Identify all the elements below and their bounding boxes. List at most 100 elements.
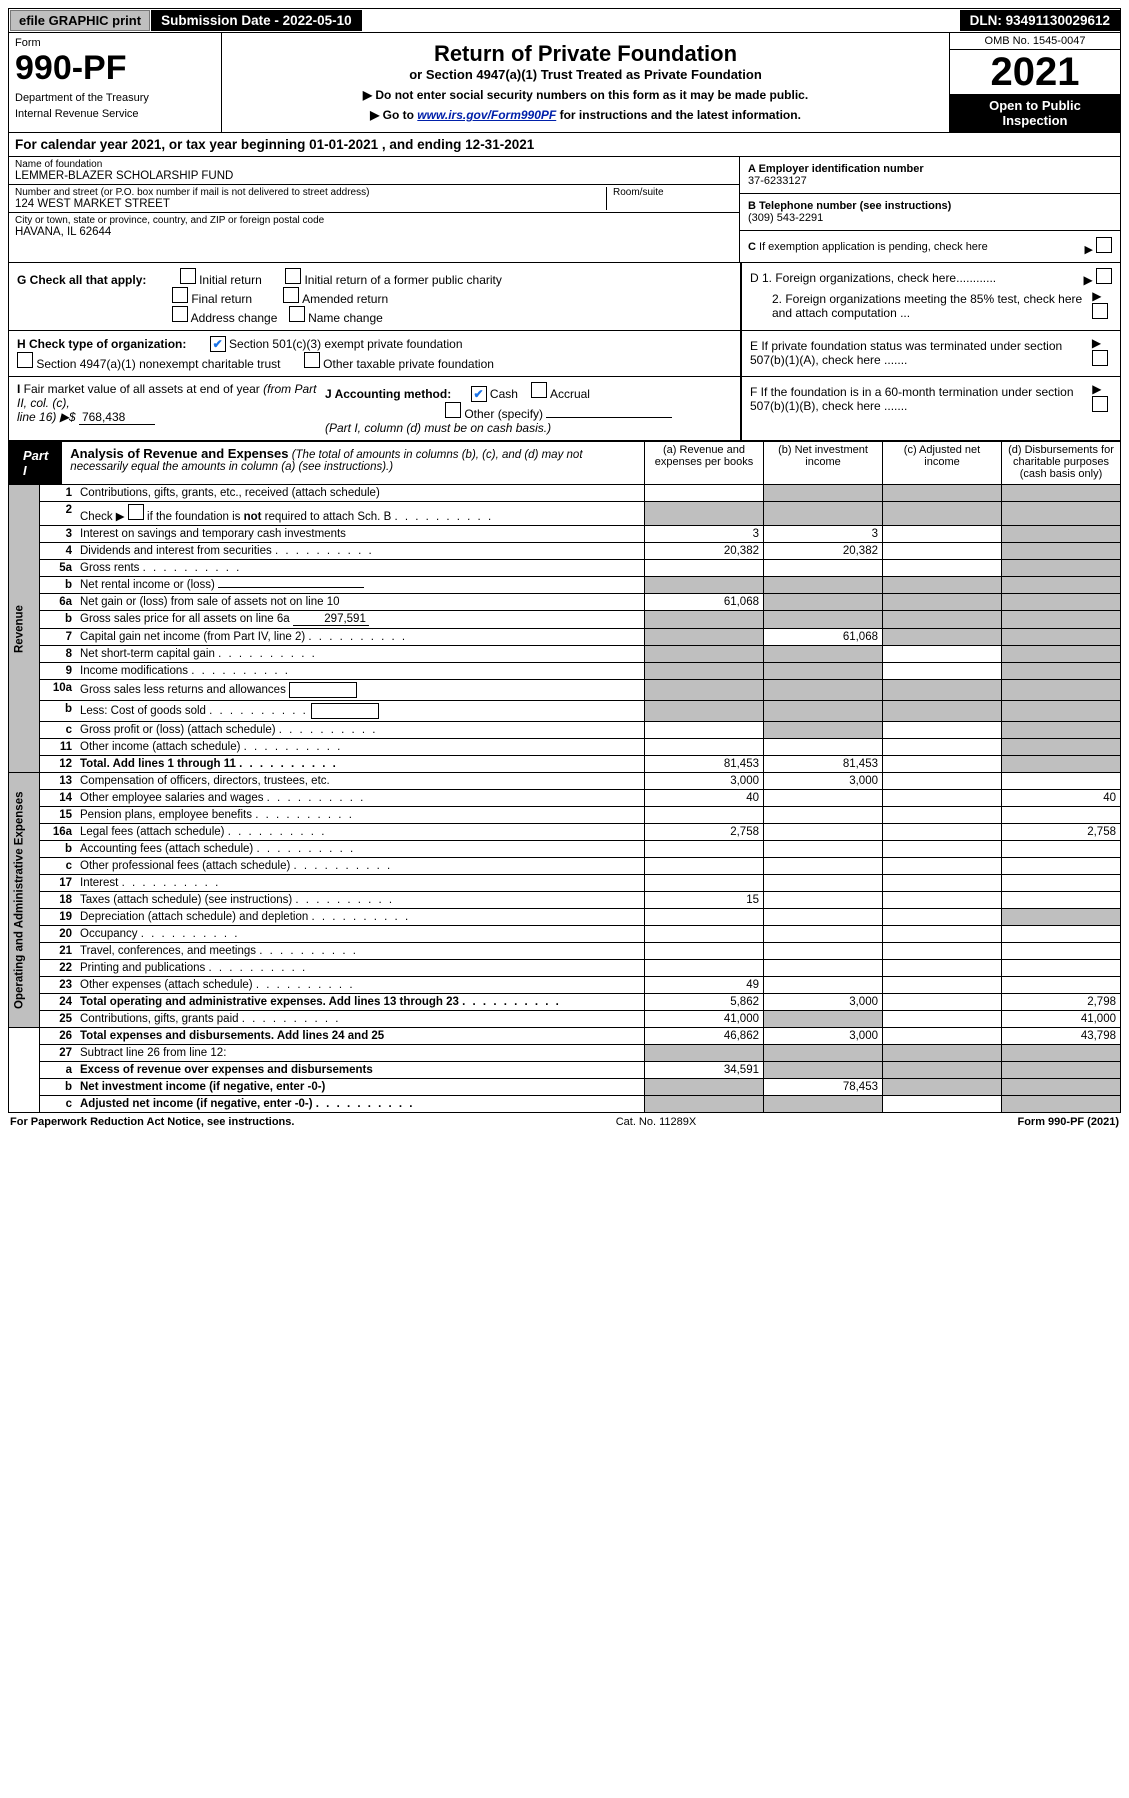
e-checkbox[interactable] bbox=[1092, 350, 1108, 366]
row-13-num: 13 bbox=[40, 773, 77, 790]
i-label: I Fair market value of all assets at end… bbox=[17, 382, 316, 410]
d1-checkbox[interactable] bbox=[1096, 268, 1112, 284]
note2-suffix: for instructions and the latest informat… bbox=[560, 108, 801, 122]
row-26-desc: Total expenses and disbursements. Add li… bbox=[76, 1028, 645, 1045]
accrual-checkbox[interactable] bbox=[531, 382, 547, 398]
expenses-section-label: Operating and Administrative Expenses bbox=[9, 773, 40, 1028]
row-6a-num: 6a bbox=[40, 594, 77, 611]
row-4-a: 20,382 bbox=[645, 543, 764, 560]
row-16b-num: b bbox=[40, 841, 77, 858]
501c3-checkbox[interactable]: ✔ bbox=[210, 336, 226, 352]
row-10a-desc: Gross sales less returns and allowances bbox=[76, 680, 645, 701]
row-7-num: 7 bbox=[40, 629, 77, 646]
row-15-desc: Pension plans, employee benefits bbox=[76, 807, 645, 824]
accrual-label: Accrual bbox=[550, 387, 590, 401]
row-3-num: 3 bbox=[40, 526, 77, 543]
top-bar: efile GRAPHIC print Submission Date - 20… bbox=[8, 8, 1121, 33]
address-change-label: Address change bbox=[191, 311, 278, 325]
initial-return-label: Initial return bbox=[199, 273, 262, 287]
row-27b-desc: Net investment income (if negative, ente… bbox=[76, 1079, 645, 1096]
row-18-desc: Taxes (attach schedule) (see instruction… bbox=[76, 892, 645, 909]
row-20-desc: Occupancy bbox=[76, 926, 645, 943]
amended-return-checkbox[interactable] bbox=[283, 287, 299, 303]
form-subtitle: or Section 4947(a)(1) Trust Treated as P… bbox=[228, 67, 943, 82]
col-a-header: (a) Revenue and expenses per books bbox=[645, 442, 764, 485]
room-suite-label: Room/suite bbox=[613, 187, 733, 198]
row-27c-num: c bbox=[40, 1096, 77, 1113]
row-22-num: 22 bbox=[40, 960, 77, 977]
row-23-a: 49 bbox=[645, 977, 764, 994]
row-13-a: 3,000 bbox=[645, 773, 764, 790]
name-change-label: Name change bbox=[308, 311, 383, 325]
row-16a-d: 2,758 bbox=[1002, 824, 1121, 841]
initial-return-former-checkbox[interactable] bbox=[285, 268, 301, 284]
row-11-num: 11 bbox=[40, 739, 77, 756]
foundation-name: LEMMER-BLAZER SCHOLARSHIP FUND bbox=[15, 170, 733, 182]
row-10a-num: 10a bbox=[40, 680, 77, 701]
revenue-section-label: Revenue bbox=[9, 485, 40, 773]
name-change-checkbox[interactable] bbox=[289, 306, 305, 322]
initial-return-former-label: Initial return of a former public charit… bbox=[304, 273, 501, 287]
section-i-f: I Fair market value of all assets at end… bbox=[8, 377, 1121, 441]
form-header: Form 990-PF Department of the Treasury I… bbox=[8, 33, 1121, 133]
row-17-num: 17 bbox=[40, 875, 77, 892]
address-change-checkbox[interactable] bbox=[172, 306, 188, 322]
cash-checkbox[interactable]: ✔ bbox=[471, 386, 487, 402]
initial-return-checkbox[interactable] bbox=[180, 268, 196, 284]
row-6b-num: b bbox=[40, 611, 77, 629]
ein-value: 37-6233127 bbox=[748, 175, 1112, 187]
open-public-2: Inspection bbox=[952, 113, 1118, 128]
row-8-num: 8 bbox=[40, 646, 77, 663]
other-method-checkbox[interactable] bbox=[445, 402, 461, 418]
row-14-a: 40 bbox=[645, 790, 764, 807]
form-title: Return of Private Foundation bbox=[228, 41, 943, 67]
tax-year: 2021 bbox=[950, 50, 1120, 94]
other-taxable-label: Other taxable private foundation bbox=[323, 357, 494, 371]
dln: DLN: 93491130029612 bbox=[960, 10, 1120, 31]
row-16a-num: 16a bbox=[40, 824, 77, 841]
row-27b-num: b bbox=[40, 1079, 77, 1096]
efile-print-button[interactable]: efile GRAPHIC print bbox=[10, 10, 150, 31]
row-12-num: 12 bbox=[40, 756, 77, 773]
other-method-label: Other (specify) bbox=[464, 407, 543, 421]
schb-checkbox[interactable] bbox=[128, 504, 144, 520]
street-address: 124 WEST MARKET STREET bbox=[15, 198, 606, 210]
row-25-num: 25 bbox=[40, 1011, 77, 1028]
row-19-num: 19 bbox=[40, 909, 77, 926]
col-c-header: (c) Adjusted net income bbox=[883, 442, 1002, 485]
calendar-year-line: For calendar year 2021, or tax year begi… bbox=[8, 133, 1121, 157]
d1-label: D 1. Foreign organizations, check here..… bbox=[750, 271, 996, 285]
row-25-d: 41,000 bbox=[1002, 1011, 1121, 1028]
form990pf-link[interactable]: www.irs.gov/Form990PF bbox=[417, 108, 556, 122]
section-g-d: G Check all that apply: Initial return I… bbox=[8, 263, 1121, 331]
form-note-2: ▶ Go to www.irs.gov/Form990PF for instru… bbox=[228, 108, 943, 122]
501c3-label: Section 501(c)(3) exempt private foundat… bbox=[229, 337, 462, 351]
row-6b-desc: Gross sales price for all assets on line… bbox=[76, 611, 645, 629]
row-15-num: 15 bbox=[40, 807, 77, 824]
4947a1-label: Section 4947(a)(1) nonexempt charitable … bbox=[36, 357, 280, 371]
4947a1-checkbox[interactable] bbox=[17, 352, 33, 368]
amended-return-label: Amended return bbox=[302, 292, 388, 306]
row-27b-b: 78,453 bbox=[764, 1079, 883, 1096]
final-return-checkbox[interactable] bbox=[172, 287, 188, 303]
d2-checkbox[interactable] bbox=[1092, 303, 1108, 319]
row-3-b: 3 bbox=[764, 526, 883, 543]
row-5a-num: 5a bbox=[40, 560, 77, 577]
f-checkbox[interactable] bbox=[1092, 396, 1108, 412]
row-27a-num: a bbox=[40, 1062, 77, 1079]
row-26-b: 3,000 bbox=[764, 1028, 883, 1045]
i-line16-label: line 16) ▶$ bbox=[17, 410, 79, 424]
other-taxable-checkbox[interactable] bbox=[304, 352, 320, 368]
row-24-d: 2,798 bbox=[1002, 994, 1121, 1011]
col-b-header: (b) Net investment income bbox=[764, 442, 883, 485]
row-10b-desc: Less: Cost of goods sold bbox=[76, 701, 645, 722]
d2-label: 2. Foreign organizations meeting the 85%… bbox=[750, 292, 1084, 320]
row-24-num: 24 bbox=[40, 994, 77, 1011]
footer: For Paperwork Reduction Act Notice, see … bbox=[8, 1113, 1121, 1131]
row-19-desc: Depreciation (attach schedule) and deple… bbox=[76, 909, 645, 926]
row-14-num: 14 bbox=[40, 790, 77, 807]
exemption-pending-checkbox[interactable] bbox=[1096, 237, 1112, 253]
footer-right: Form 990-PF (2021) bbox=[1017, 1116, 1119, 1128]
row-9-num: 9 bbox=[40, 663, 77, 680]
row-4-num: 4 bbox=[40, 543, 77, 560]
